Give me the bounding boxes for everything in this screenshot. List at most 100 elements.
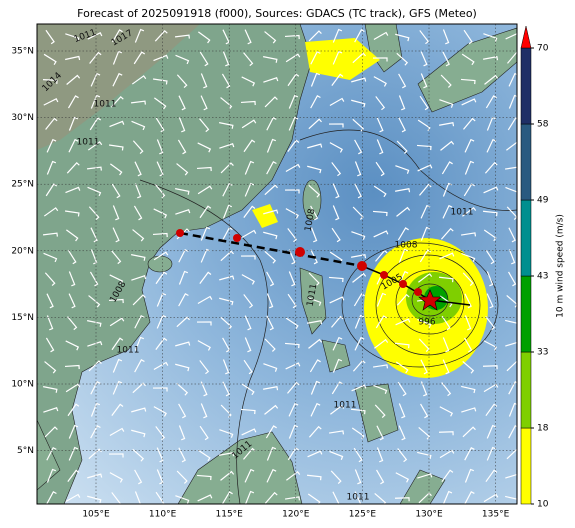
wind-barb (464, 468, 475, 483)
wind-barb (310, 95, 321, 109)
wind-barb (134, 183, 142, 199)
wind-barb (395, 472, 410, 483)
wind-barb (87, 495, 102, 504)
wind-barb (332, 336, 343, 351)
colorbar-segment (520, 351, 532, 429)
wind-barb (398, 95, 406, 111)
wind-barb (308, 30, 322, 42)
wind-barb (266, 271, 275, 287)
wind-barb (398, 117, 406, 133)
wind-barb (134, 314, 145, 329)
wind-barb (88, 360, 102, 372)
wind-barb (310, 72, 321, 87)
wind-barb (482, 210, 498, 217)
wind-barb (108, 144, 124, 151)
wind-barb (155, 426, 166, 441)
wind-barb (419, 183, 432, 196)
wind-barb (352, 206, 364, 220)
wind-barb (197, 185, 213, 195)
wind-barb (307, 143, 323, 149)
wind-barb (288, 271, 296, 287)
wind-barb (420, 381, 428, 397)
wind-barb (375, 161, 385, 177)
wind-barb (197, 449, 211, 462)
colorbar-segment (520, 47, 532, 125)
wind-barb (288, 116, 299, 131)
wind-barb (328, 123, 344, 128)
wind-barb (483, 340, 498, 351)
wind-barb (178, 403, 187, 419)
wind-barb (176, 316, 190, 328)
wind-barb (419, 30, 430, 45)
wind-barb (439, 122, 455, 127)
wind-barb (284, 189, 300, 194)
wind-barb (285, 53, 301, 63)
wind-barb (417, 119, 431, 132)
wind-barb (88, 295, 101, 308)
wind-barb (464, 293, 472, 309)
wind-barb (461, 98, 477, 106)
wind-barb (108, 453, 124, 458)
wind-barb (506, 294, 517, 308)
wind-barb (331, 381, 343, 395)
wind-barb (398, 248, 409, 263)
wind-barb (398, 73, 407, 89)
wind-barb (176, 470, 188, 484)
wind-barb (241, 229, 257, 238)
colorbar-tick-label: 70 (537, 44, 549, 54)
wind-barb (65, 340, 80, 351)
wind-barb (87, 186, 102, 197)
wind-barb (152, 387, 168, 392)
wind-barb (485, 95, 497, 109)
wind-barb (484, 74, 499, 85)
wind-barb (243, 205, 256, 218)
wind-barb (354, 29, 365, 43)
wind-barb (331, 315, 344, 328)
wind-barb (307, 165, 322, 174)
wind-barb (505, 473, 517, 479)
wind-barb (266, 161, 277, 175)
wind-barb (108, 298, 124, 304)
wind-barb (153, 208, 168, 219)
wind-barb (131, 429, 146, 438)
wind-barb (461, 252, 476, 262)
wind-barb (220, 470, 235, 481)
wind-barb (394, 342, 410, 349)
wind-barb (197, 494, 213, 502)
wind-barb (175, 54, 190, 65)
wind-barb (328, 430, 345, 435)
wind-barb (329, 142, 343, 153)
wind-barb (244, 29, 252, 45)
wind-barb (354, 161, 362, 177)
wind-barb (398, 270, 409, 285)
wind-barb (439, 99, 454, 108)
isobar-label: 1011 (117, 346, 140, 356)
wind-barb (109, 274, 124, 285)
wind-barb (486, 293, 494, 309)
wind-barb (329, 97, 345, 106)
wind-barb (243, 359, 253, 375)
wind-barb (133, 51, 146, 65)
lon-label: 125°E (349, 510, 377, 520)
wind-barb (351, 254, 367, 259)
wind-barb (263, 76, 279, 83)
wind-barb (66, 229, 79, 242)
wind-barb (439, 252, 455, 260)
wind-barb (68, 271, 76, 287)
wind-barb (67, 469, 80, 482)
wind-barb (485, 403, 498, 417)
wind-barb (442, 51, 450, 67)
wind-barb (288, 94, 299, 109)
storm-position (418, 289, 442, 311)
wind-barb (461, 407, 477, 413)
wind-barb (43, 252, 58, 263)
lat-label: 35°N (11, 47, 34, 57)
wind-barb (196, 474, 212, 481)
wind-barb (331, 162, 342, 177)
wind-area-strait (252, 204, 278, 228)
wind-barb (243, 447, 256, 460)
wind-barb (285, 317, 299, 330)
wind-barb (354, 139, 363, 155)
wind-barb (241, 76, 256, 87)
wind-barb (221, 491, 233, 504)
